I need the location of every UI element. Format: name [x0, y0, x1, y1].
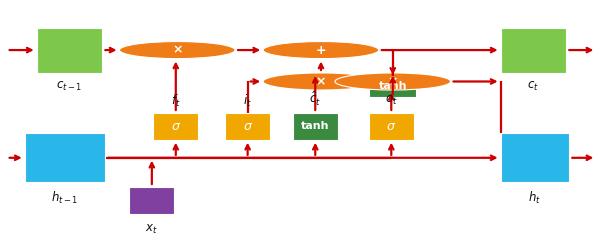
Ellipse shape — [263, 42, 379, 59]
Text: $f_t$: $f_t$ — [171, 93, 181, 109]
Text: $\sigma$: $\sigma$ — [170, 120, 181, 133]
FancyBboxPatch shape — [225, 113, 270, 140]
FancyBboxPatch shape — [154, 113, 198, 140]
FancyBboxPatch shape — [370, 75, 416, 97]
Ellipse shape — [119, 42, 235, 59]
Text: $h_t$: $h_t$ — [529, 190, 541, 206]
Ellipse shape — [263, 73, 379, 90]
Text: ×: × — [388, 75, 398, 88]
Ellipse shape — [335, 73, 451, 90]
Text: $\hat{c}_t$: $\hat{c}_t$ — [309, 90, 321, 109]
FancyBboxPatch shape — [500, 133, 569, 182]
Text: $i_t$: $i_t$ — [243, 93, 252, 109]
Text: ×: × — [316, 75, 326, 88]
FancyBboxPatch shape — [293, 113, 338, 140]
Text: $\sigma$: $\sigma$ — [242, 120, 253, 133]
Text: tanh: tanh — [379, 81, 407, 91]
FancyBboxPatch shape — [369, 113, 414, 140]
Text: $c_t$: $c_t$ — [527, 80, 539, 93]
FancyBboxPatch shape — [500, 28, 566, 72]
Text: $o_t$: $o_t$ — [385, 94, 398, 107]
Text: +: + — [316, 44, 326, 57]
Text: ×: × — [172, 44, 182, 57]
Text: $x_t$: $x_t$ — [145, 223, 158, 236]
FancyBboxPatch shape — [37, 28, 103, 72]
Text: $h_{t-1}$: $h_{t-1}$ — [52, 190, 79, 206]
FancyBboxPatch shape — [130, 187, 174, 214]
Text: tanh: tanh — [301, 121, 329, 131]
Text: $\sigma$: $\sigma$ — [386, 120, 397, 133]
FancyBboxPatch shape — [25, 133, 106, 182]
Text: $c_{t-1}$: $c_{t-1}$ — [56, 80, 83, 93]
